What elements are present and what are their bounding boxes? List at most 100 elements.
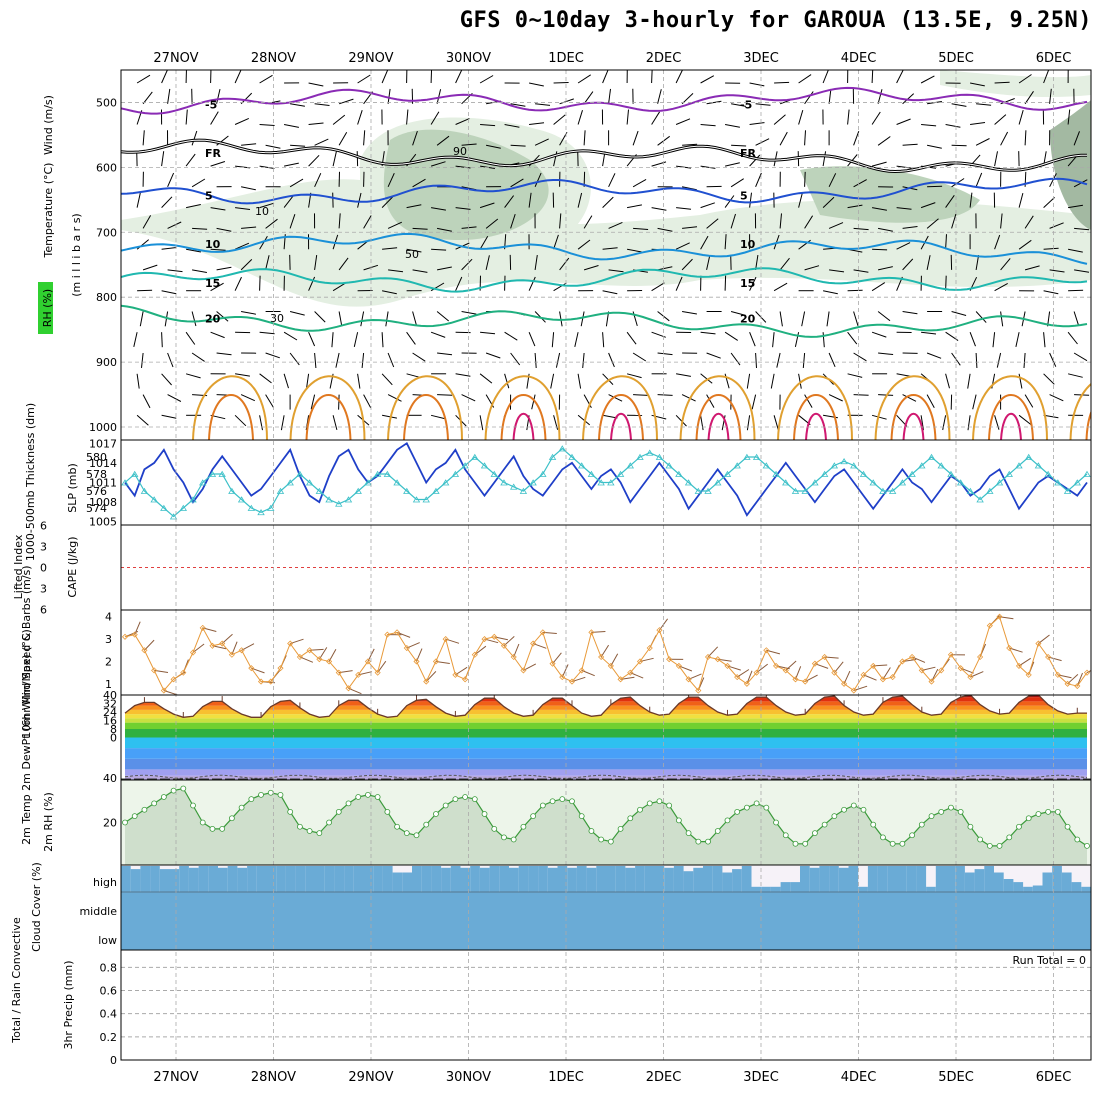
cloud-high-bg	[926, 866, 937, 892]
wind-barb	[602, 196, 614, 208]
rh-point	[510, 836, 517, 843]
thickness-point	[820, 470, 829, 477]
wind-speed-point	[802, 678, 809, 685]
thickness-point	[597, 479, 605, 486]
cloud-high-bar	[344, 866, 355, 892]
wind-barb	[681, 258, 693, 271]
thickness-point	[160, 504, 168, 511]
rh-point	[831, 813, 838, 820]
thickness-point	[578, 462, 586, 469]
wind-barb	[847, 373, 863, 378]
surface-barb	[1086, 669, 1091, 674]
temp-contour-30	[305, 394, 352, 440]
thickness-point	[480, 462, 489, 469]
wind-barb	[412, 227, 428, 230]
wind-barb	[1043, 373, 1055, 385]
thickness-point	[189, 496, 197, 503]
thickness-point	[548, 453, 557, 460]
wind-barb	[480, 331, 496, 335]
cloud-high-bar	[538, 866, 549, 892]
temp-contour-35	[1000, 412, 1022, 440]
wind-speed-point	[238, 647, 245, 654]
cloud-high-bar	[150, 866, 161, 892]
wind-barb	[967, 415, 971, 431]
cloud-high-bar	[489, 866, 500, 892]
cloud-high-bar	[974, 869, 985, 892]
temp-band	[125, 718, 1087, 723]
rh-point	[821, 821, 828, 828]
rh-point	[1064, 823, 1071, 830]
wind-speed-point	[403, 644, 410, 652]
wind-speed-point	[374, 669, 381, 676]
wind-barb	[994, 282, 1008, 292]
wind-barb	[749, 122, 765, 125]
wind-speed-point	[918, 667, 925, 674]
rh-point	[1025, 815, 1032, 822]
wind-barb	[577, 74, 591, 84]
temp-contour-25	[484, 375, 561, 440]
wind-barb	[290, 103, 305, 107]
wind-speed-point	[316, 656, 323, 663]
temp-line	[124, 695, 1087, 718]
wind-barb	[828, 173, 837, 188]
cloud-high-bar	[547, 867, 558, 892]
rh-shade-top	[940, 70, 1091, 97]
rh-contour-label: 90	[453, 145, 467, 158]
cloud-high-bar	[247, 866, 258, 892]
wind-barb	[142, 130, 145, 146]
cloud-high-bar	[1013, 882, 1024, 892]
thickness-tick: 574	[86, 502, 107, 515]
surface-barb	[474, 645, 487, 656]
wind-barb	[381, 196, 394, 208]
wind-speed-point	[627, 669, 634, 676]
date-label-bottom: 4DEC	[841, 1070, 877, 1085]
wind-speed-point	[325, 658, 333, 665]
wind-barb	[992, 332, 996, 348]
thickness-point	[723, 470, 732, 477]
wind-barb	[602, 290, 618, 295]
wind-barb	[534, 172, 542, 188]
thickness-point	[986, 487, 994, 494]
wind-barb	[920, 415, 924, 431]
wind-barb	[896, 165, 912, 169]
wind-barb	[381, 373, 393, 386]
wind-barb	[633, 394, 649, 396]
temp-contour-30	[793, 394, 839, 440]
wind-barb	[259, 331, 275, 335]
wind-barb	[577, 414, 591, 426]
wind-speed-point	[452, 671, 459, 678]
wind-speed-point	[121, 633, 129, 640]
thickness-point	[208, 470, 217, 477]
temp-contour-30	[208, 394, 254, 440]
cloud-high-bar	[324, 866, 335, 892]
cloud-high-bar	[285, 866, 296, 892]
cloud-high-bar	[315, 866, 326, 892]
wind-barb	[651, 282, 665, 292]
wind-barb	[773, 415, 779, 430]
thickness-point	[412, 496, 421, 503]
wind-barb	[926, 218, 939, 229]
wind-barb	[479, 202, 495, 209]
thickness-point	[335, 500, 343, 507]
wind-speed-point	[170, 676, 177, 683]
thickness-point	[131, 470, 139, 477]
wind-speed-point	[219, 640, 226, 647]
wind-barb	[896, 242, 911, 250]
wind-barb	[430, 161, 446, 167]
thickness-point	[587, 470, 596, 477]
wind-speed-point	[559, 674, 566, 681]
wind-barb	[528, 332, 536, 347]
cloud-high-bar	[916, 866, 927, 892]
wind-barb	[332, 151, 337, 167]
wind-barb	[730, 311, 746, 316]
date-label-bottom: 2DEC	[646, 1070, 682, 1085]
wind-barb	[657, 89, 662, 104]
wind-barb	[896, 118, 911, 125]
wind-barb	[1067, 373, 1083, 378]
wind-speed-point	[394, 629, 401, 636]
wind-barb	[259, 124, 275, 126]
temp-contour-25	[972, 375, 1048, 440]
wind-speed-point	[568, 678, 576, 685]
thickness-point	[179, 504, 188, 511]
wind-barb	[479, 75, 494, 84]
